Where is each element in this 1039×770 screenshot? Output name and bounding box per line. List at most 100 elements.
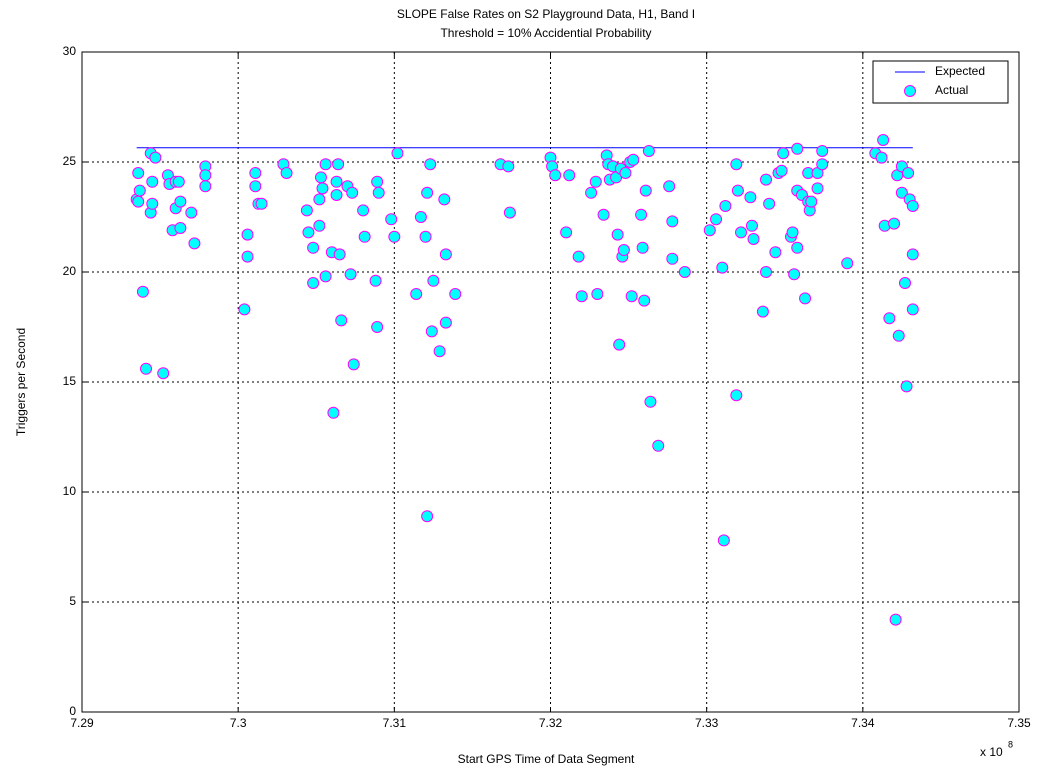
data-point (636, 241, 649, 254)
chart-title: SLOPE False Rates on S2 Playground Data,… (397, 7, 695, 21)
legend-label: Actual (935, 83, 968, 97)
data-point (549, 169, 562, 182)
data-point (575, 290, 588, 303)
data-point (307, 241, 320, 254)
data-point (642, 145, 655, 157)
data-point (895, 186, 908, 199)
data-point (635, 208, 648, 221)
data-point (330, 189, 343, 201)
data-point (433, 345, 446, 358)
x-tick-label: 7.3 (230, 716, 247, 730)
data-point (333, 248, 346, 261)
x-tick-label: 7.34 (851, 716, 875, 730)
data-point (730, 389, 743, 402)
data-point (157, 367, 170, 380)
data-point (249, 180, 262, 193)
x-axis-label: Start GPS Time of Data Segment (458, 752, 635, 766)
data-point (744, 191, 757, 204)
data-point (906, 248, 919, 261)
data-point (419, 230, 432, 243)
legend-label: Expected (935, 64, 985, 78)
data-point (678, 266, 691, 278)
y-tick-label: 20 (63, 264, 77, 278)
data-point (611, 228, 624, 241)
data-point (280, 167, 293, 179)
data-point (735, 226, 748, 239)
data-point (132, 195, 145, 208)
data-point (760, 266, 773, 278)
y-tick-label: 10 (63, 484, 77, 498)
data-point (414, 211, 427, 223)
data-point (799, 292, 812, 305)
data-point (313, 193, 326, 206)
data-point (241, 228, 254, 241)
data-point (372, 186, 385, 199)
data-point (877, 134, 890, 146)
data-point (327, 406, 340, 419)
data-point (889, 613, 902, 626)
data-point (652, 439, 665, 452)
data-point (589, 175, 602, 188)
data-point (560, 226, 573, 239)
data-point (666, 252, 679, 265)
data-point (174, 222, 187, 234)
data-point (314, 171, 327, 184)
data-point (627, 153, 640, 166)
data-point (424, 158, 437, 171)
y-tick-label: 15 (63, 374, 77, 388)
data-point (888, 217, 901, 230)
data-point (188, 237, 201, 250)
data-point (146, 175, 159, 188)
data-point (898, 277, 911, 289)
data-point (805, 195, 818, 208)
x-tick-label: 7.29 (70, 716, 94, 730)
data-point (663, 180, 676, 193)
data-point (625, 290, 638, 303)
data-point (330, 175, 343, 188)
data-point (786, 226, 799, 239)
y-axis-label: Triggers per Second (14, 328, 28, 436)
data-point (613, 338, 626, 351)
data-point (811, 182, 824, 195)
data-point (639, 184, 652, 197)
data-point (185, 206, 198, 219)
data-point (332, 158, 345, 171)
data-point (906, 200, 919, 212)
data-point (238, 303, 251, 316)
data-point (730, 158, 743, 171)
chart-subtitle: Threshold = 10% Accidential Probability (440, 26, 651, 40)
data-point (816, 158, 829, 171)
data-point (199, 180, 212, 193)
data-point (302, 226, 315, 239)
data-point (357, 204, 370, 217)
x-multiplier-power: 8 (1008, 739, 1013, 749)
x-tick-label: 7.33 (695, 716, 719, 730)
data-point (427, 274, 440, 287)
data-point (410, 288, 423, 300)
data-point (313, 219, 326, 232)
y-tick-label: 0 (69, 704, 76, 718)
data-point (745, 219, 758, 232)
data-point (319, 158, 332, 171)
data-point (666, 215, 679, 228)
data-point (719, 200, 732, 212)
data-point (335, 314, 348, 327)
data-point (438, 193, 451, 206)
data-point (439, 316, 452, 329)
data-point (371, 321, 384, 333)
data-point (597, 208, 610, 221)
data-point (791, 142, 804, 155)
data-point (149, 151, 162, 164)
x-tick-label: 7.35 (1007, 716, 1031, 730)
data-point (132, 167, 145, 179)
data-point (388, 230, 401, 243)
data-point (775, 164, 788, 177)
data-point (307, 277, 320, 289)
data-point (140, 362, 153, 375)
data-point (906, 303, 919, 316)
data-point (777, 147, 790, 160)
data-point (369, 274, 382, 287)
x-tick-label: 7.31 (383, 716, 407, 730)
data-point (503, 206, 516, 219)
data-point (763, 197, 776, 210)
